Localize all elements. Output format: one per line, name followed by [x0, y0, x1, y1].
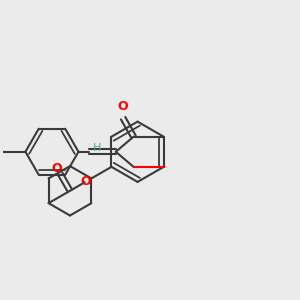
Text: O: O [52, 162, 62, 175]
Text: H: H [93, 143, 101, 153]
Text: O: O [81, 175, 91, 188]
Text: O: O [118, 100, 128, 113]
